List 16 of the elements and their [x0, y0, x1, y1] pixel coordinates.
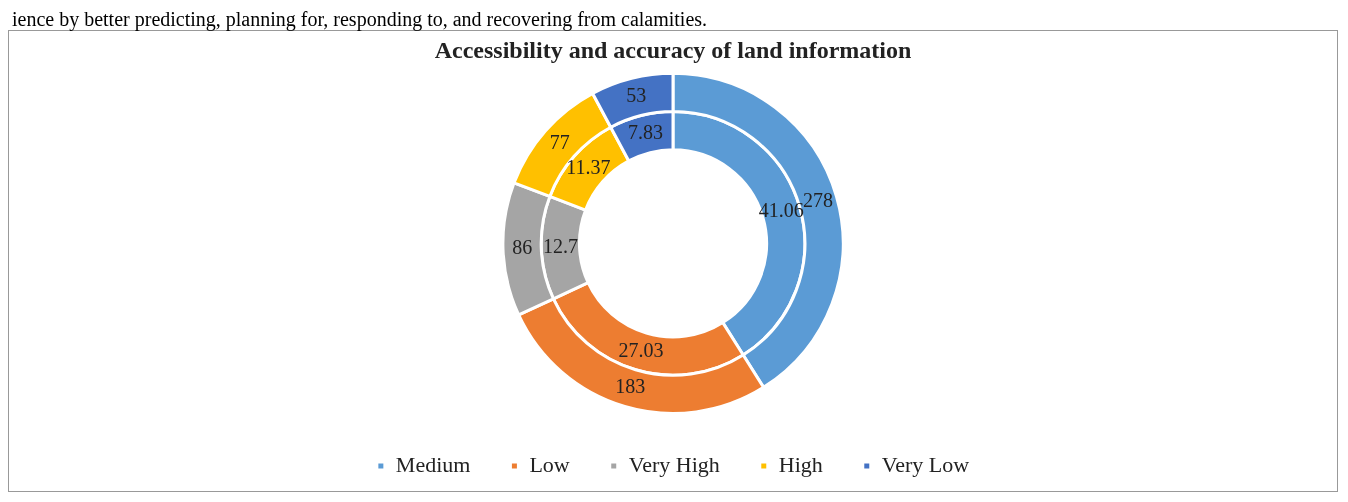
- legend-label: Low: [529, 451, 570, 477]
- legend-label: Medium: [395, 451, 471, 477]
- data-label: 27.03: [618, 338, 664, 361]
- chart-title: Accessibility and accuracy of land information: [434, 36, 912, 63]
- data-label: 53: [626, 84, 647, 107]
- data-label: 183: [615, 375, 646, 398]
- data-label: 278: [803, 188, 834, 211]
- data-label: 7.83: [628, 121, 664, 144]
- data-label: 11.37: [566, 156, 611, 179]
- legend-label: High: [778, 451, 823, 477]
- legend-label: Very Low: [881, 451, 970, 477]
- data-label: 86: [512, 235, 533, 258]
- data-label: 77: [549, 130, 570, 153]
- legend-label: Very High: [628, 451, 720, 477]
- data-label: 12.7: [542, 234, 578, 257]
- text: ience by better predicting, planning for, responding to, and recovering from calamities.: [12, 8, 709, 30]
